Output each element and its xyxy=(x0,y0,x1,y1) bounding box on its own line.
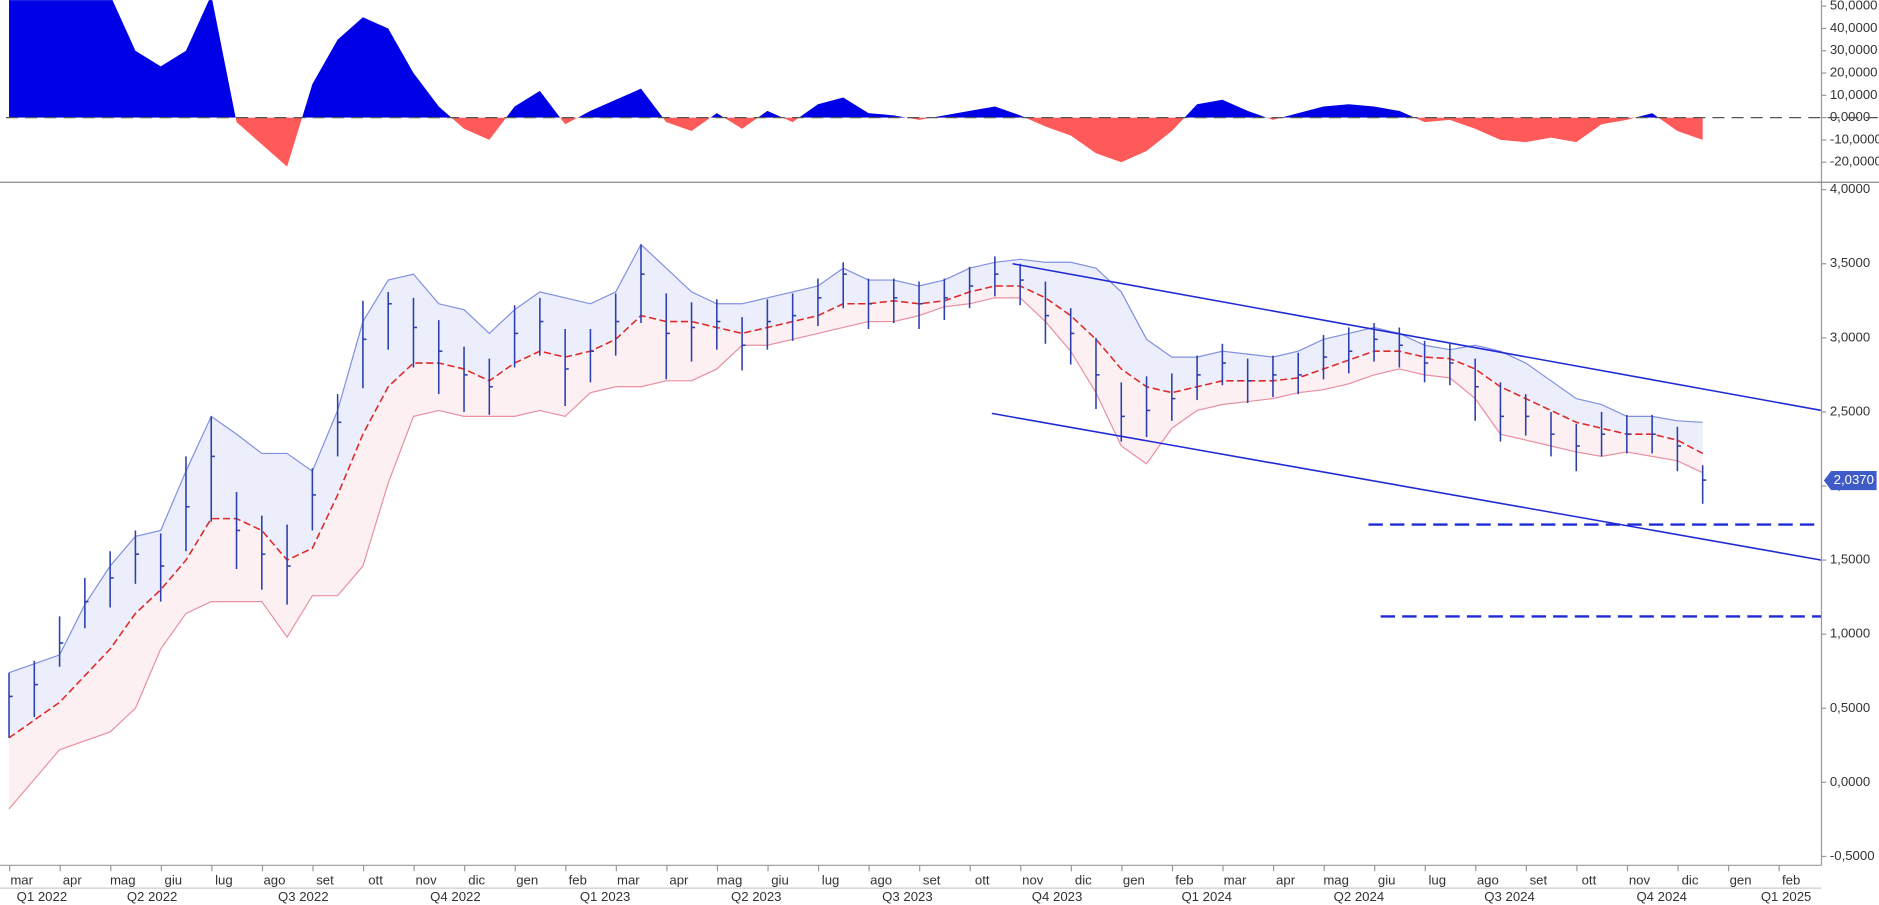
x-tick-label: mag xyxy=(717,872,743,887)
y-tick-label: -20,0000 xyxy=(1830,154,1879,169)
y-tick-label: -0,5000 xyxy=(1830,848,1875,863)
x-tick-label: mag xyxy=(1323,872,1349,887)
x-tick-label: mar xyxy=(617,872,640,887)
y-tick-label: 0,0000 xyxy=(1830,109,1870,124)
quarter-label: Q3 2023 xyxy=(882,889,933,904)
upper-band-fill xyxy=(9,244,1703,738)
y-tick-label: -10,0000 xyxy=(1830,131,1879,146)
quarter-label: Q1 2022 xyxy=(17,889,68,904)
upper-band-line xyxy=(8,243,1703,674)
y-tick-label: 3,0000 xyxy=(1830,329,1870,344)
positive-area xyxy=(9,0,1703,118)
x-tick-label: mar xyxy=(10,872,33,887)
quarter-label: Q4 2024 xyxy=(1636,889,1687,904)
x-tick-label: set xyxy=(316,872,334,887)
x-tick-label: nov xyxy=(1629,872,1651,887)
x-tick-label: dic xyxy=(1075,872,1092,887)
x-tick-label: apr xyxy=(63,872,83,887)
quarter-label: Q4 2022 xyxy=(430,889,481,904)
quarter-label: Q4 2023 xyxy=(1032,889,1083,904)
y-tick-label: 50,0000 xyxy=(1830,0,1878,13)
x-tick-label: apr xyxy=(1276,872,1296,887)
quarter-label: Q1 2025 xyxy=(1761,889,1812,904)
x-tick-label: ott xyxy=(1582,872,1597,887)
x-tick-label: ott xyxy=(368,872,383,887)
y-tick-label: 0,0000 xyxy=(1830,774,1870,789)
y-tick-label: 20,0000 xyxy=(1830,65,1878,80)
lower-band-fill xyxy=(9,285,1703,810)
x-tick-label: set xyxy=(923,872,941,887)
x-tick-label: gen xyxy=(516,872,538,887)
x-tick-label: ago xyxy=(263,872,285,887)
x-tick-label: ott xyxy=(975,872,990,887)
x-tick-label: mag xyxy=(110,872,136,887)
x-tick-label: mar xyxy=(1224,872,1247,887)
y-tick-label: 30,0000 xyxy=(1830,42,1878,57)
y-tick-label: 2,5000 xyxy=(1830,403,1870,418)
price-panel xyxy=(8,243,1822,810)
quarter-label: Q1 2023 xyxy=(580,889,631,904)
y-tick-label: 10,0000 xyxy=(1830,87,1878,102)
x-tick-label: giu xyxy=(1378,872,1396,887)
x-tick-label: lug xyxy=(215,872,233,887)
oscillator-panel xyxy=(9,0,1703,167)
x-tick-label: apr xyxy=(669,872,689,887)
y-tick-label: 40,0000 xyxy=(1830,20,1878,35)
quarter-label: Q2 2024 xyxy=(1334,889,1385,904)
lower-band-line xyxy=(8,297,1703,810)
x-tick-label: ago xyxy=(870,872,892,887)
x-tick-label: lug xyxy=(822,872,840,887)
x-tick-label: gen xyxy=(1730,872,1752,887)
negative-area xyxy=(235,117,1703,167)
y-tick-label: 1,0000 xyxy=(1830,626,1870,641)
x-tick-label: nov xyxy=(415,872,437,887)
y-tick-label: 4,0000 xyxy=(1830,181,1870,196)
y-tick-label: 0,5000 xyxy=(1830,700,1870,715)
quarter-label: Q1 2024 xyxy=(1181,889,1232,904)
x-tick-label: nov xyxy=(1022,872,1044,887)
quarter-label: Q3 2024 xyxy=(1484,889,1535,904)
x-tick-label: dic xyxy=(468,872,485,887)
x-tick-label: lug xyxy=(1428,872,1446,887)
trendline xyxy=(1012,262,1822,412)
x-tick-label: dic xyxy=(1682,872,1699,887)
middle-band-line xyxy=(8,285,1704,739)
x-tick-label: giu xyxy=(771,872,789,887)
last-value-tag xyxy=(1823,470,1877,491)
x-tick-label: giu xyxy=(165,872,183,887)
y-tick-label: 3,5000 xyxy=(1830,255,1870,270)
quarter-label: Q2 2022 xyxy=(127,889,178,904)
x-tick-label: set xyxy=(1530,872,1548,887)
x-tick-label: gen xyxy=(1123,872,1145,887)
x-tick-label: feb xyxy=(1782,872,1800,887)
x-tick-label: ago xyxy=(1477,872,1499,887)
y-tick-label: 1,5000 xyxy=(1830,552,1870,567)
quarter-label: Q2 2023 xyxy=(731,889,782,904)
x-tick-label: feb xyxy=(569,872,587,887)
quarter-label: Q3 2022 xyxy=(278,889,329,904)
trendline xyxy=(991,412,1822,561)
last-value-label: 2,0370 xyxy=(1834,472,1874,487)
x-tick-label: feb xyxy=(1175,872,1193,887)
